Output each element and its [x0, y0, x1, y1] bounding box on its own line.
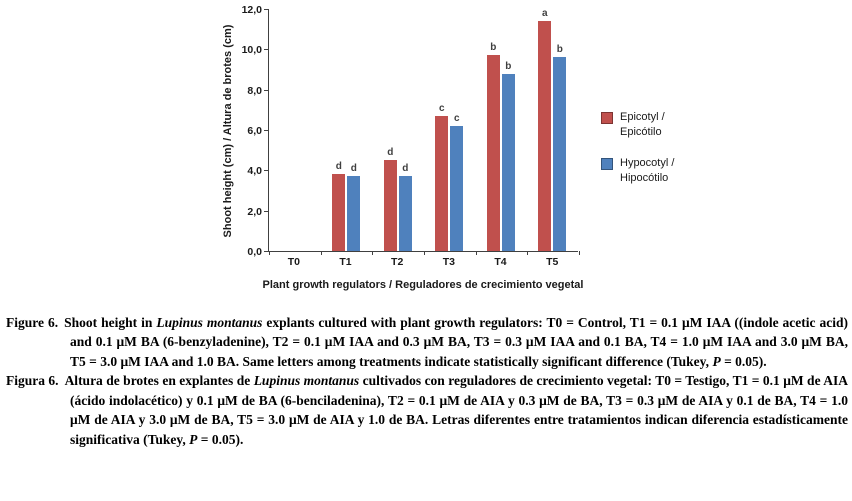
bar-wrap: d [347, 163, 361, 251]
caption-text: Altura de brotes en explantes de [64, 373, 254, 389]
bar [347, 176, 361, 251]
caption-text: = 0.05). [197, 431, 244, 447]
x-tick-label: T0 [287, 256, 300, 268]
x-tick-label: T3 [442, 256, 455, 268]
legend-label: Hypocotyl / Hipocótilo [620, 156, 675, 184]
y-tick-mark [264, 170, 269, 172]
bar [450, 126, 464, 251]
bar [332, 174, 346, 251]
y-tick-label: 12,0 [241, 4, 262, 16]
bar-wrap: b [553, 44, 567, 251]
legend-item: Epicotyl / Epicótilo [601, 110, 731, 140]
y-tick-mark [264, 89, 269, 91]
bar-wrap: b [501, 61, 515, 251]
x-tick-mark [475, 251, 477, 255]
x-tick-mark [372, 251, 374, 255]
y-tick-label: 10,0 [241, 44, 262, 57]
x-tick-mark [269, 251, 270, 255]
bar [486, 55, 500, 251]
significance-letter: c [438, 103, 445, 114]
significance-letter: a [541, 8, 548, 19]
significance-letter: d [402, 163, 409, 174]
significance-letter: d [387, 147, 394, 158]
bar [501, 74, 515, 251]
bar-wrap: d [383, 147, 397, 251]
legend-swatch [601, 112, 613, 124]
significance-letter: b [490, 42, 497, 53]
bar-wrap: d [332, 161, 346, 251]
x-tick-label: T2 [391, 256, 404, 268]
p-symbol: P [712, 353, 721, 369]
x-tick-mark [424, 251, 425, 255]
bar [538, 21, 552, 251]
bar [383, 160, 397, 251]
bar [553, 57, 567, 251]
y-tick-label: 6,0 [247, 125, 262, 137]
x-axis-labels: T0 T1 T2 T3 T4 T5 [268, 256, 578, 268]
chart-legend: Epicotyl / Epicótilo Hypocotyl / Hipocóti… [601, 110, 731, 201]
caption-text: cultivados con reguladores de crecimient… [70, 373, 849, 447]
y-tick-mark [264, 251, 269, 252]
significance-letter: b [556, 44, 563, 55]
y-tick-mark [264, 130, 269, 131]
bar-chart: Shoot height (cm) / Altura de brotes (cm… [222, 4, 731, 291]
significance-letter: c [453, 113, 460, 124]
legend-item: Hypocotyl / Hipocótilo [601, 156, 731, 186]
bar-group-t0 [269, 10, 321, 251]
bar-wrap: d [398, 163, 412, 251]
x-tick-label: T4 [494, 256, 507, 268]
x-tick-label: T5 [546, 256, 559, 268]
y-tick-label: 0,0 [247, 246, 262, 258]
x-tick-mark [527, 251, 529, 255]
species-name: Lupinus montanus [253, 373, 360, 389]
x-axis-title: Plant growth regulators / Reguladores de… [262, 279, 584, 291]
bar [435, 116, 449, 251]
legend-swatch [601, 157, 613, 170]
species-name: Lupinus montanus [156, 315, 263, 330]
x-tick-label: T1 [339, 256, 352, 268]
caption-label: Figure 6. [6, 315, 59, 330]
caption-text: = 0.05). [720, 353, 767, 369]
caption-label: Figura 6. [6, 373, 59, 389]
figure-captions: Figure 6. Shoot height in Lupinus montanu… [6, 313, 848, 449]
caption-spanish: Figura 6. Altura de brotes en explantes d… [6, 371, 848, 449]
x-tick-mark [579, 251, 580, 255]
y-tick-mark [264, 9, 269, 10]
legend-label: Epicotyl / Epicótilo [620, 111, 665, 138]
caption-text: Shoot height in [64, 315, 157, 330]
y-tick-label: 4,0 [247, 165, 262, 178]
bar-wrap: c [450, 113, 464, 251]
significance-letter: d [350, 163, 357, 174]
p-symbol: P [189, 431, 198, 447]
significance-letter: d [335, 161, 342, 172]
significance-letter: b [505, 61, 512, 72]
bar-wrap: c [435, 103, 449, 251]
y-tick-label: 2,0 [247, 205, 262, 218]
y-tick-mark [264, 49, 269, 51]
y-axis-ticks: 0,0 2,0 4,0 6,0 8,0 10,0 12,0 [228, 4, 266, 258]
caption-text: explants cultured with plant growth regu… [70, 315, 849, 369]
y-tick-mark [264, 210, 269, 212]
caption-english: Figure 6. Shoot height in Lupinus montanu… [6, 313, 848, 371]
x-tick-mark [320, 251, 322, 255]
bar-wrap: a [538, 8, 552, 251]
bar [398, 176, 412, 251]
y-tick-label: 8,0 [247, 84, 262, 97]
bar-wrap: b [486, 42, 500, 251]
